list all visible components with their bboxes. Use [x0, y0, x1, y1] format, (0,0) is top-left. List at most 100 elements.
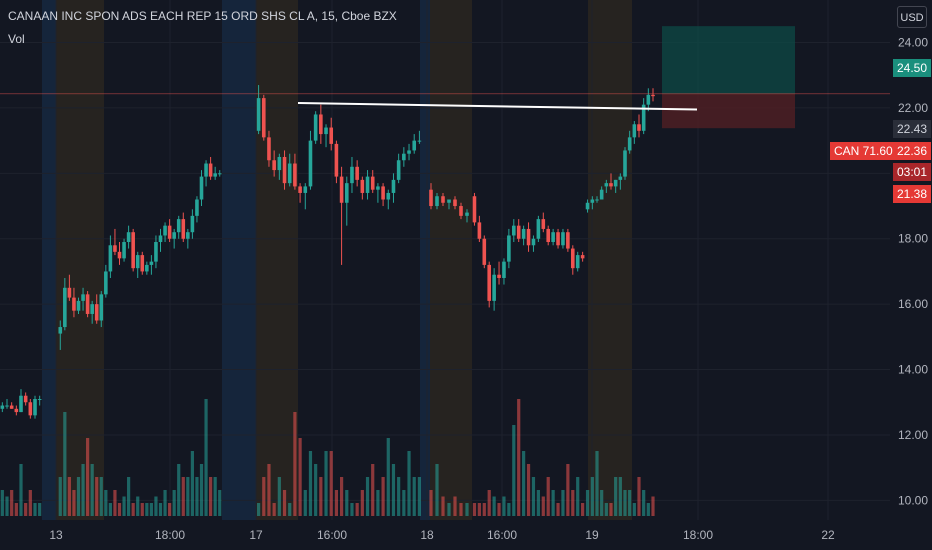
- candle: [590, 199, 595, 203]
- volume-bar: [140, 503, 144, 516]
- volume-bar: [576, 477, 580, 516]
- candle: [204, 163, 208, 177]
- candle: [267, 137, 271, 161]
- currency-button[interactable]: USD: [897, 6, 927, 28]
- volume-bar: [14, 503, 18, 516]
- volume-bar: [541, 496, 545, 516]
- volume-bar: [86, 438, 90, 516]
- candle: [492, 274, 496, 301]
- volume-bar: [172, 490, 176, 516]
- volume-bar: [199, 464, 204, 516]
- volume-bar: [642, 490, 646, 516]
- volume-bar: [213, 477, 217, 516]
- candle: [551, 232, 555, 243]
- candle: [360, 179, 365, 193]
- volume-bar: [122, 496, 126, 516]
- volume-bar: [435, 464, 439, 516]
- volume-bar: [168, 503, 172, 516]
- target-price-tag: 24.50: [893, 59, 932, 77]
- candle: [37, 398, 42, 400]
- volume-bar: [76, 477, 81, 516]
- candle: [58, 327, 63, 334]
- candle: [575, 255, 580, 269]
- volume-bar: [329, 451, 333, 516]
- candle: [5, 405, 9, 407]
- volume-bar: [360, 490, 364, 516]
- volume-bar: [487, 490, 491, 516]
- candle: [531, 238, 536, 246]
- candle: [19, 395, 23, 413]
- candle: [556, 232, 560, 246]
- volume-bar: [204, 399, 208, 516]
- volume-bar: [256, 503, 261, 516]
- candle: [417, 140, 422, 142]
- volume-bar: [108, 503, 112, 516]
- volume-bar: [402, 490, 406, 516]
- volume-bar: [600, 490, 604, 516]
- price-tick-label: 10.00: [898, 493, 928, 507]
- candle: [90, 304, 94, 314]
- candle: [370, 176, 375, 190]
- volume-bar: [412, 477, 416, 516]
- session-band: [588, 0, 632, 520]
- volume-bar: [308, 451, 313, 516]
- volume-bar: [28, 490, 32, 516]
- volume-bar: [492, 496, 496, 516]
- candle: [402, 153, 406, 161]
- candle: [28, 402, 33, 416]
- candle: [396, 160, 401, 180]
- volume-bar: [397, 477, 401, 516]
- volume-bar: [136, 496, 140, 516]
- candle: [186, 232, 190, 239]
- price-tick-label: 22.00: [898, 101, 928, 115]
- candle: [365, 176, 370, 193]
- candle: [181, 219, 186, 239]
- candle: [482, 238, 487, 265]
- volume-bar: [618, 477, 622, 516]
- volume-bar: [497, 503, 501, 516]
- candle: [334, 143, 339, 177]
- candle: [67, 287, 72, 298]
- candle: [261, 98, 266, 138]
- volume-bar: [5, 496, 9, 516]
- candle: [81, 294, 85, 301]
- volume-bar: [67, 477, 71, 516]
- candle: [344, 183, 349, 203]
- volume-bar: [566, 464, 570, 516]
- volume-bar: [429, 490, 433, 516]
- candle: [429, 189, 433, 207]
- volume-bar: [272, 503, 276, 516]
- volume-bar: [218, 490, 222, 516]
- volume-bar: [158, 503, 163, 516]
- candle: [158, 235, 163, 243]
- volume-bar: [386, 438, 390, 516]
- candle: [447, 199, 451, 203]
- candle: [99, 294, 104, 321]
- volume-bar: [104, 490, 108, 516]
- volume-bar: [502, 496, 506, 516]
- session-band: [42, 0, 56, 520]
- session-band: [256, 0, 298, 520]
- candle: [308, 140, 313, 187]
- candle: [213, 173, 217, 177]
- volume-bar: [585, 490, 590, 516]
- candle: [272, 160, 276, 171]
- candle: [516, 225, 521, 239]
- volume-indicator-label[interactable]: Vol: [8, 32, 25, 46]
- volume-bar: [546, 477, 550, 516]
- volume-bar: [282, 490, 287, 516]
- volume-bar: [154, 496, 158, 516]
- volume-bar: [604, 503, 608, 516]
- volume-bar: [303, 490, 307, 516]
- candle: [623, 150, 627, 177]
- volume-bar: [131, 503, 135, 516]
- candle: [195, 199, 199, 216]
- symbol-change-tag: CAN 71.60%: [830, 142, 908, 160]
- volume-bar: [381, 477, 385, 516]
- candle: [487, 264, 492, 301]
- candle: [376, 186, 380, 190]
- time-tick-label: 17: [249, 528, 263, 542]
- volume-bar: [33, 503, 37, 516]
